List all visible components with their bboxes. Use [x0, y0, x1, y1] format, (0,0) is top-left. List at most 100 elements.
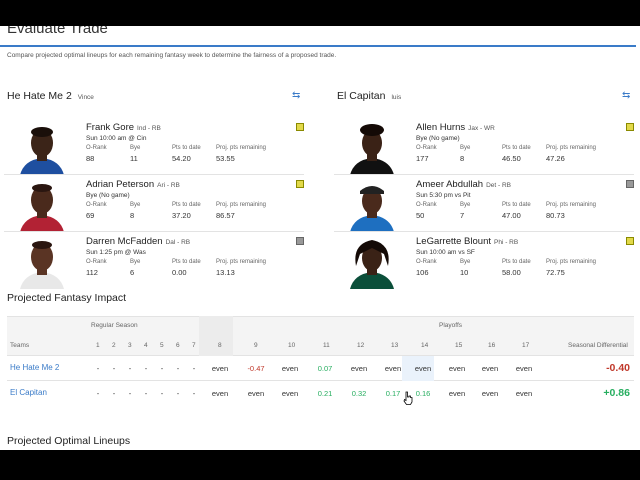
orank-label: O-Rank	[416, 202, 437, 208]
swap-arrows-icon[interactable]: ⇆	[622, 90, 631, 101]
lineups-section-title: Projected Optimal Lineups	[7, 435, 131, 447]
page-subtitle: Compare projected optimal lineups for ea…	[7, 52, 337, 59]
week-cell: -	[160, 389, 164, 398]
week-header: 17	[522, 342, 530, 349]
orank-value: 177	[416, 154, 429, 163]
week-cell: even	[481, 389, 499, 398]
impact-table-header	[7, 316, 634, 356]
week-cell: even	[281, 389, 299, 398]
player-photo	[16, 179, 68, 232]
divider	[4, 174, 304, 175]
week-header: 4	[144, 342, 148, 349]
week-cell: 0.16	[415, 389, 431, 398]
playoffs-label: Playoffs	[439, 322, 463, 329]
team-owner: luis	[391, 94, 402, 101]
team-link[interactable]: El Capitan	[10, 388, 47, 397]
note-icon[interactable]	[296, 123, 304, 131]
week-cell: -	[176, 364, 180, 373]
note-icon[interactable]	[296, 180, 304, 188]
week-cell: even	[448, 389, 466, 398]
week-header: 5	[160, 342, 164, 349]
week-cell: even	[515, 389, 533, 398]
proj-label: Proj. pts remaining	[216, 202, 267, 208]
orank-label: O-Rank	[86, 202, 107, 208]
swap-arrows-icon[interactable]: ⇆	[292, 90, 301, 101]
proj-label: Proj. pts remaining	[546, 202, 597, 208]
week-header: 11	[323, 342, 330, 349]
divider	[4, 231, 304, 232]
proj-value: 53.55	[216, 154, 235, 163]
orank-value: 88	[86, 154, 95, 163]
orank-value: 50	[416, 211, 425, 220]
week-cell: -	[192, 364, 196, 373]
pts-value: 46.50	[502, 154, 521, 163]
week-cell: -	[112, 364, 116, 373]
week-cell: 0.17	[385, 389, 401, 398]
player-card[interactable]: Ameer Abdullah Det - RB Sun 5:30 pm vs Pi…	[334, 176, 634, 232]
week-cell: -	[160, 364, 164, 373]
week-header: 12	[357, 342, 365, 349]
bye-label: Bye	[460, 259, 471, 265]
note-icon[interactable]	[626, 123, 634, 131]
regular-season-label: Regular Season	[91, 322, 138, 329]
proj-value: 72.75	[546, 268, 565, 277]
week-header: 9	[254, 342, 258, 349]
week-header: 14	[421, 342, 429, 349]
pts-label: Pts to date	[172, 145, 201, 151]
week-cell: -	[144, 364, 148, 373]
week-cell: even	[515, 364, 533, 373]
table-row: He Hate Me 2 - - - - - - - even -0.47 even 0.07 eve…	[7, 356, 634, 381]
week-cell: 0.21	[317, 389, 333, 398]
bye-value: 8	[130, 211, 135, 220]
week-cell: even	[448, 364, 466, 373]
orank-label: O-Rank	[416, 145, 437, 151]
week-header: 7	[192, 342, 196, 349]
pts-value: 0.00	[172, 268, 187, 277]
team-name: He Hate Me 2	[7, 90, 72, 102]
week-header: 8	[218, 342, 222, 349]
note-icon[interactable]	[626, 180, 634, 188]
proj-label: Proj. pts remaining	[216, 259, 267, 265]
hand-pointer-icon	[403, 391, 413, 405]
week-cell: even	[414, 364, 432, 373]
player-name: Ameer Abdullah Det - RB	[416, 179, 511, 190]
table-row: El Capitan - - - - - - - even even even 0.21 0.32 0.…	[7, 381, 634, 406]
top-black-bar	[0, 0, 640, 26]
player-game: Bye (No game)	[416, 135, 460, 142]
teams-column-header: Teams	[10, 342, 30, 349]
pts-label: Pts to date	[502, 202, 531, 208]
proj-label: Proj. pts remaining	[546, 145, 597, 151]
week-cell: even	[481, 364, 499, 373]
pts-label: Pts to date	[502, 145, 531, 151]
bye-value: 11	[130, 154, 138, 163]
team-link[interactable]: He Hate Me 2	[10, 363, 60, 372]
orank-label: O-Rank	[86, 145, 107, 151]
orank-value: 69	[86, 211, 95, 220]
player-card[interactable]: LeGarrette Blount Phi - RB Sun 10:00 am v…	[334, 233, 634, 289]
player-card[interactable]: Darren McFadden Dal - RB Sun 1:25 pm @ Wa…	[4, 233, 304, 289]
player-card[interactable]: Frank Gore Ind - RB Sun 10:00 am @ Cin O-…	[4, 119, 304, 175]
seasonal-differential: +0.86	[603, 387, 630, 399]
bye-value: 8	[460, 154, 465, 163]
player-name: Frank Gore Ind - RB	[86, 122, 161, 133]
player-card[interactable]: Allen Hurns Jax - WR Bye (No game) O-Rank…	[334, 119, 634, 175]
player-card[interactable]: Adrian Peterson Ari - RB Bye (No game) O-…	[4, 176, 304, 232]
team-name: El Capitan	[337, 90, 386, 102]
pts-label: Pts to date	[172, 259, 201, 265]
player-game: Sun 1:25 pm @ Was	[86, 249, 146, 256]
week-cell: even	[211, 389, 229, 398]
player-game: Sun 5:30 pm vs Pit	[416, 192, 471, 199]
player-photo	[16, 236, 68, 289]
week-cell: -	[96, 389, 100, 398]
week-cell: 0.32	[351, 389, 367, 398]
note-icon[interactable]	[296, 237, 304, 245]
bye-label: Bye	[130, 202, 141, 208]
note-icon[interactable]	[626, 237, 634, 245]
impact-section-title: Projected Fantasy Impact	[7, 292, 127, 304]
player-game: Sun 10:00 am vs SF	[416, 249, 475, 256]
week-cell: -	[144, 389, 148, 398]
player-name: Adrian Peterson Ari - RB	[86, 179, 180, 190]
proj-value: 80.73	[546, 211, 565, 220]
pts-label: Pts to date	[502, 259, 531, 265]
page-title: Evaluate Trade	[7, 26, 108, 37]
